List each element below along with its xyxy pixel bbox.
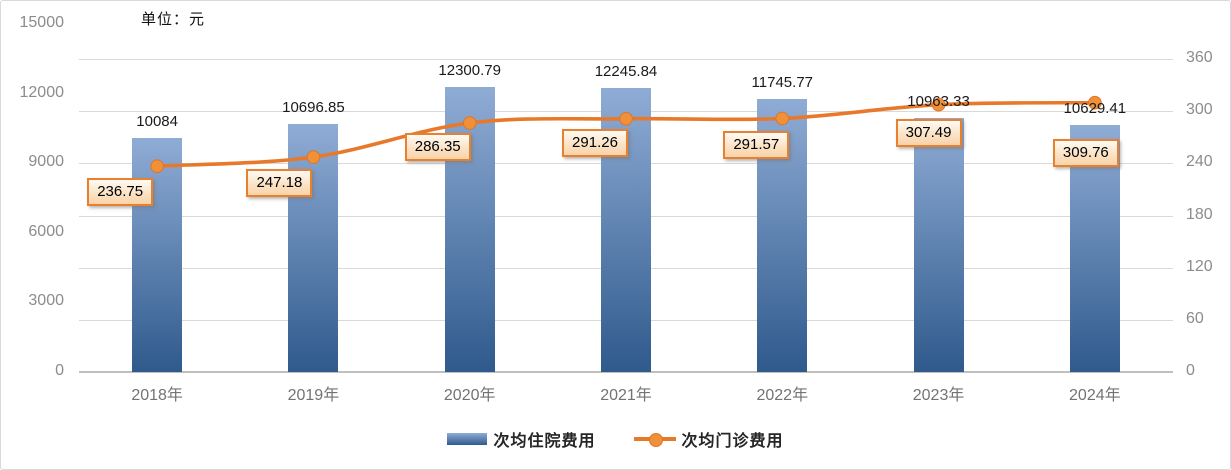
x-axis-baseline [79,371,1173,373]
line-value-label: 309.76 [1052,138,1119,167]
left-axis-tick-label: 0 [55,362,64,379]
legend-bar-label: 次均住院费用 [493,431,596,450]
right-axis-tick-label: 0 [1186,362,1195,379]
right-axis-tick-label: 240 [1186,153,1213,171]
x-axis-category-label: 2024年 [1069,387,1121,404]
x-axis-category-label: 2020年 [443,387,496,404]
right-axis-tick-label: 300 [1186,101,1213,119]
bar-value-label: 10629.41 [1063,100,1127,118]
x-axis-category-label: 2023年 [912,387,965,404]
line-series-swatch-icon [633,432,676,447]
x-axis-category-label: 2019年 [287,387,340,404]
legend-item-line-series: 次均门诊费用 [633,427,784,451]
bar [288,123,339,372]
line-value-label: 307.49 [895,118,962,147]
bar-value-label: 12245.84 [594,62,658,80]
right-axis-tick-label: 180 [1186,205,1213,223]
x-axis-category-label: 2018年 [131,387,183,404]
legend-line-label: 次均门诊费用 [681,431,784,450]
left-axis-tick-label: 6000 [28,222,64,240]
bar-value-label: 12300.79 [438,61,501,79]
x-axis-category-label: 2022年 [756,387,809,404]
line-value-label: 291.57 [723,131,790,160]
bar-value-label: 10963.33 [907,92,970,110]
right-axis-tick-label: 360 [1186,49,1213,66]
bar [132,138,183,372]
bar [444,86,495,372]
legend: 次均住院费用 次均门诊费用 [1,427,1230,451]
bar-value-label: 11745.77 [751,74,813,92]
legend-item-bar-series: 次均住院费用 [447,427,595,451]
right-axis-tick-label: 60 [1186,309,1204,327]
unit-label: 单位：元 [141,11,206,28]
left-axis-tick-label: 12000 [19,83,65,101]
bar-series-swatch-icon [447,433,488,445]
left-axis-tick-label: 15000 [19,14,65,31]
left-axis-tick-label: 3000 [28,292,64,310]
right-axis-tick-label: 120 [1186,257,1213,275]
left-axis-tick-label: 9000 [28,153,64,171]
line-value-label: 236.75 [87,178,154,207]
gridline [79,59,1173,60]
bar-value-label: 10084 [136,113,178,131]
bar-value-label: 10696.85 [282,98,345,116]
x-axis-category-label: 2021年 [600,387,652,404]
line-value-label: 247.18 [246,169,313,198]
line-value-label: 291.26 [562,128,628,157]
bar [913,117,964,372]
line-value-label: 286.35 [404,133,471,162]
